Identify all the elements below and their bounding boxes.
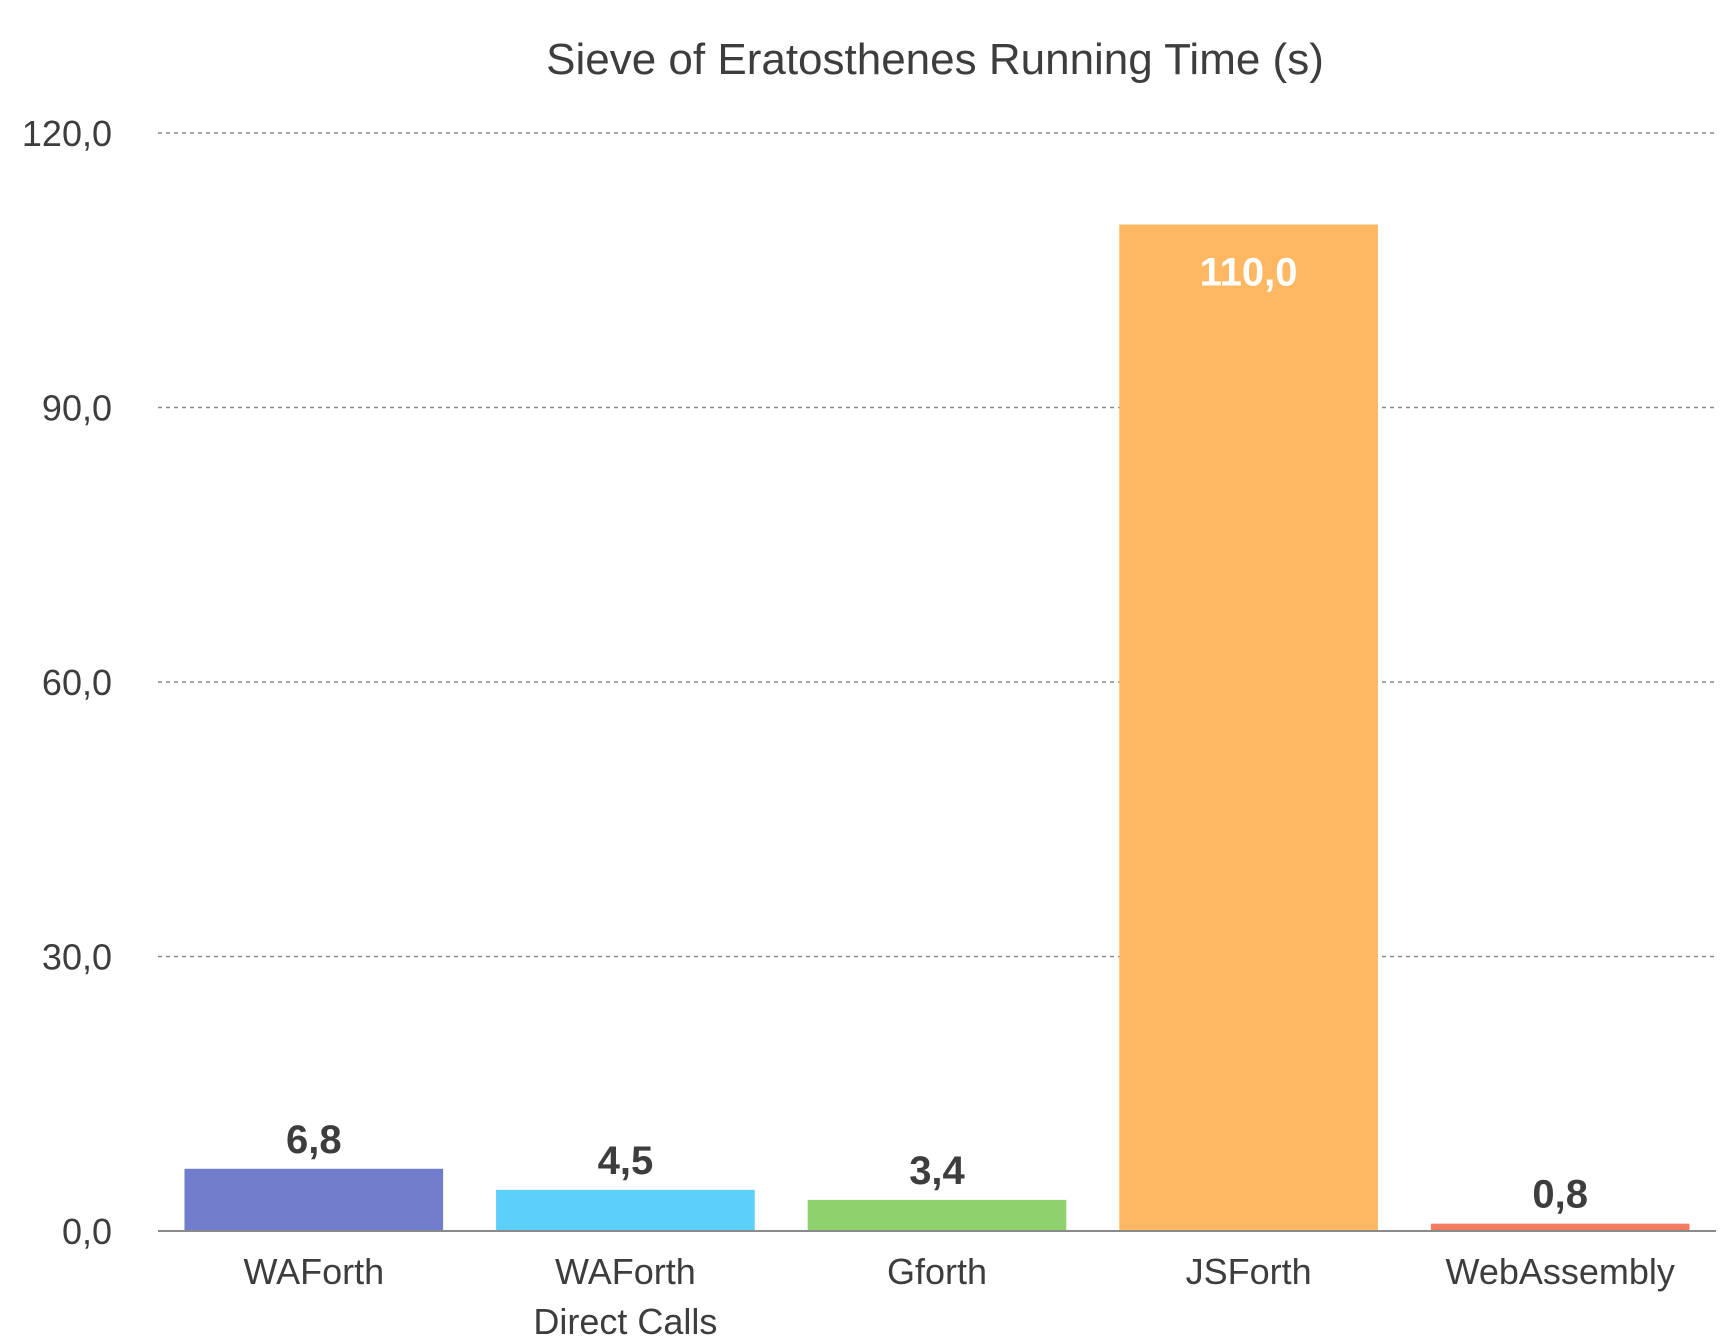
y-tick-label: 90,0 xyxy=(42,388,112,429)
chart-title: Sieve of Eratosthenes Running Time (s) xyxy=(546,35,1324,84)
x-tick-label: JSForth xyxy=(1186,1251,1312,1292)
y-tick-label: 60,0 xyxy=(42,662,112,703)
x-tick-label: WAForth xyxy=(555,1251,696,1292)
data-label: 0,8 xyxy=(1532,1173,1588,1217)
x-tick-label: WAForth xyxy=(243,1251,384,1292)
bar xyxy=(184,1168,444,1231)
y-tick-label: 120,0 xyxy=(22,113,112,154)
x-axis-ticks: WAForth WAForth Direct Calls Gforth JSForth W… xyxy=(243,1251,1674,1342)
bars xyxy=(184,224,1690,1231)
gridlines xyxy=(158,132,1716,958)
x-tick-label: Gforth xyxy=(887,1251,987,1292)
y-tick-label: 0,0 xyxy=(62,1211,112,1252)
bar xyxy=(1119,224,1378,1231)
bar xyxy=(496,1189,755,1231)
bar xyxy=(1430,1223,1690,1231)
data-label: 3,4 xyxy=(909,1149,965,1193)
data-label: 110,0 xyxy=(1200,251,1298,295)
data-label: 6,8 xyxy=(286,1118,342,1162)
y-tick-label: 30,0 xyxy=(42,937,112,978)
bar xyxy=(807,1199,1067,1231)
data-label: 4,5 xyxy=(598,1139,654,1183)
x-tick-label: Direct Calls xyxy=(533,1301,717,1342)
data-labels: 6,8 4,5 3,4 110,0 0,8 xyxy=(286,251,1588,1217)
y-axis-ticks: 0,0 30,0 60,0 90,0 120,0 xyxy=(22,113,112,1252)
x-tick-label: WebAssembly xyxy=(1445,1251,1674,1292)
